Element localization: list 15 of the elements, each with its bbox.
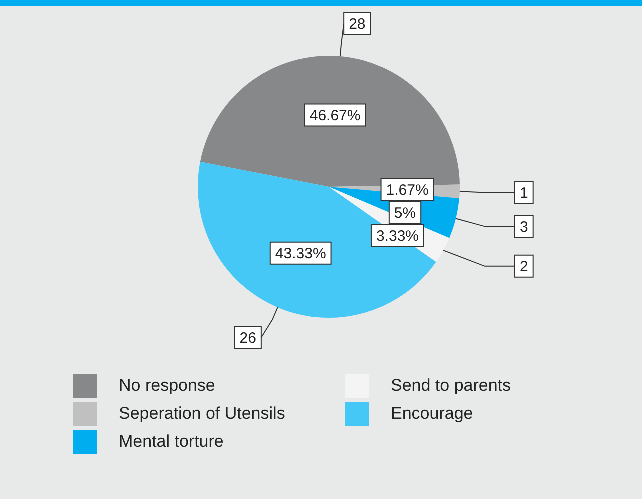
data-label: 3.33%	[376, 228, 420, 245]
text: 2	[520, 258, 528, 276]
text: 28	[349, 16, 366, 34]
text: 3	[520, 218, 528, 236]
data-label: 43.33%	[275, 245, 326, 262]
text: 26	[240, 330, 256, 347]
legend-label: No response	[119, 376, 216, 396]
legend-label: Send to parents	[391, 376, 512, 396]
data-label: 5%	[394, 204, 416, 222]
legend-label: Mental torture	[119, 432, 224, 452]
legend-label: Encourage	[391, 404, 474, 424]
data-label: 46.67%	[310, 107, 361, 124]
legend-label: Seperation of Utensils	[119, 404, 286, 424]
data-label: 1.67%	[386, 182, 429, 199]
text: 1	[520, 184, 528, 202]
